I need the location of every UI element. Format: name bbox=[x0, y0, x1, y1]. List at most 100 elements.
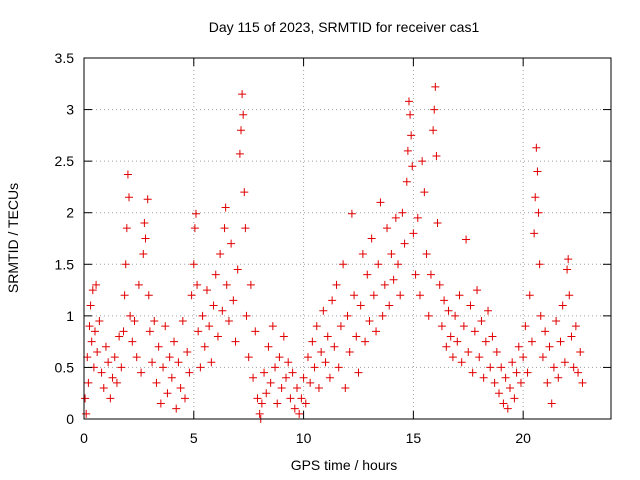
data-point bbox=[531, 193, 540, 202]
data-point bbox=[139, 249, 148, 258]
data-point bbox=[541, 327, 550, 336]
data-point bbox=[144, 291, 153, 300]
data-point bbox=[119, 327, 128, 336]
data-point bbox=[369, 291, 378, 300]
data-point bbox=[99, 384, 108, 393]
data-point bbox=[468, 368, 477, 377]
data-point bbox=[535, 260, 544, 269]
data-point bbox=[104, 358, 113, 367]
data-point bbox=[394, 260, 403, 269]
data-point bbox=[385, 301, 394, 310]
data-point bbox=[303, 353, 312, 362]
data-point bbox=[429, 126, 438, 135]
data-point bbox=[211, 270, 220, 279]
data-point bbox=[486, 363, 495, 372]
data-point bbox=[227, 239, 236, 248]
data-point bbox=[297, 394, 306, 403]
data-point bbox=[560, 358, 569, 367]
data-point bbox=[352, 332, 361, 341]
y-tick-labels: 0 0.5 1 1.5 2 2.5 3 3.5 bbox=[55, 50, 75, 427]
data-point bbox=[224, 317, 233, 326]
data-point bbox=[141, 234, 150, 243]
x-tick-label: 5 bbox=[190, 430, 198, 446]
plot-frame bbox=[83, 57, 612, 420]
data-point bbox=[328, 296, 337, 305]
data-point bbox=[372, 327, 381, 336]
data-point bbox=[229, 296, 238, 305]
data-point bbox=[407, 131, 416, 140]
x-tick-labels: 0 5 10 15 20 bbox=[80, 430, 531, 446]
data-point bbox=[271, 363, 280, 372]
data-point bbox=[275, 353, 284, 362]
data-point bbox=[501, 373, 510, 382]
data-point bbox=[106, 394, 115, 403]
x-tick-label: 10 bbox=[296, 430, 312, 446]
data-point bbox=[512, 368, 521, 377]
x-axis-label: GPS time / hours bbox=[291, 457, 398, 473]
data-point bbox=[343, 311, 352, 320]
data-point bbox=[325, 373, 334, 382]
data-point bbox=[120, 291, 129, 300]
data-point bbox=[451, 311, 460, 320]
axis-ticks bbox=[83, 57, 611, 420]
data-point bbox=[380, 280, 389, 289]
data-point bbox=[264, 342, 273, 351]
data-point bbox=[241, 224, 250, 233]
data-point bbox=[193, 280, 202, 289]
data-point bbox=[437, 322, 446, 331]
y-tick-label: 0 bbox=[66, 411, 74, 427]
data-point bbox=[398, 208, 407, 217]
data-point bbox=[312, 322, 321, 331]
data-point bbox=[505, 384, 514, 393]
data-point bbox=[295, 409, 304, 418]
data-point bbox=[552, 317, 561, 326]
data-point bbox=[110, 353, 119, 362]
data-point bbox=[347, 209, 356, 218]
data-point bbox=[453, 337, 462, 346]
data-point bbox=[363, 270, 372, 279]
data-point bbox=[533, 167, 542, 176]
data-point bbox=[356, 301, 365, 310]
data-point bbox=[299, 373, 308, 382]
data-point bbox=[420, 188, 429, 197]
data-point bbox=[317, 347, 326, 356]
data-point bbox=[455, 291, 464, 300]
data-point bbox=[466, 301, 475, 310]
data-point bbox=[490, 378, 499, 387]
data-point bbox=[87, 337, 96, 346]
data-point bbox=[150, 317, 159, 326]
data-point bbox=[93, 347, 102, 356]
data-point bbox=[231, 337, 240, 346]
data-point bbox=[125, 193, 134, 202]
data-point bbox=[510, 394, 519, 403]
data-point bbox=[189, 260, 198, 269]
y-tick-label: 3.5 bbox=[55, 50, 75, 66]
data-point bbox=[185, 368, 194, 377]
x-tick-label: 0 bbox=[80, 430, 88, 446]
data-point bbox=[301, 399, 310, 408]
data-point bbox=[148, 358, 157, 367]
data-point bbox=[235, 149, 244, 158]
data-point bbox=[323, 332, 332, 341]
data-point bbox=[358, 249, 367, 258]
data-point bbox=[378, 311, 387, 320]
data-point bbox=[432, 151, 441, 160]
data-point bbox=[286, 394, 295, 403]
data-point bbox=[403, 146, 412, 155]
data-point bbox=[435, 280, 444, 289]
data-point bbox=[523, 368, 532, 377]
data-point bbox=[101, 342, 110, 351]
data-point bbox=[503, 404, 512, 413]
data-point bbox=[400, 239, 409, 248]
data-point bbox=[332, 280, 341, 289]
data-point bbox=[253, 394, 262, 403]
data-points bbox=[81, 82, 587, 423]
data-point bbox=[459, 322, 468, 331]
data-point bbox=[190, 224, 199, 233]
data-point bbox=[172, 404, 181, 413]
data-point bbox=[130, 317, 139, 326]
data-point bbox=[242, 311, 251, 320]
data-point bbox=[154, 342, 163, 351]
data-point bbox=[538, 353, 547, 362]
